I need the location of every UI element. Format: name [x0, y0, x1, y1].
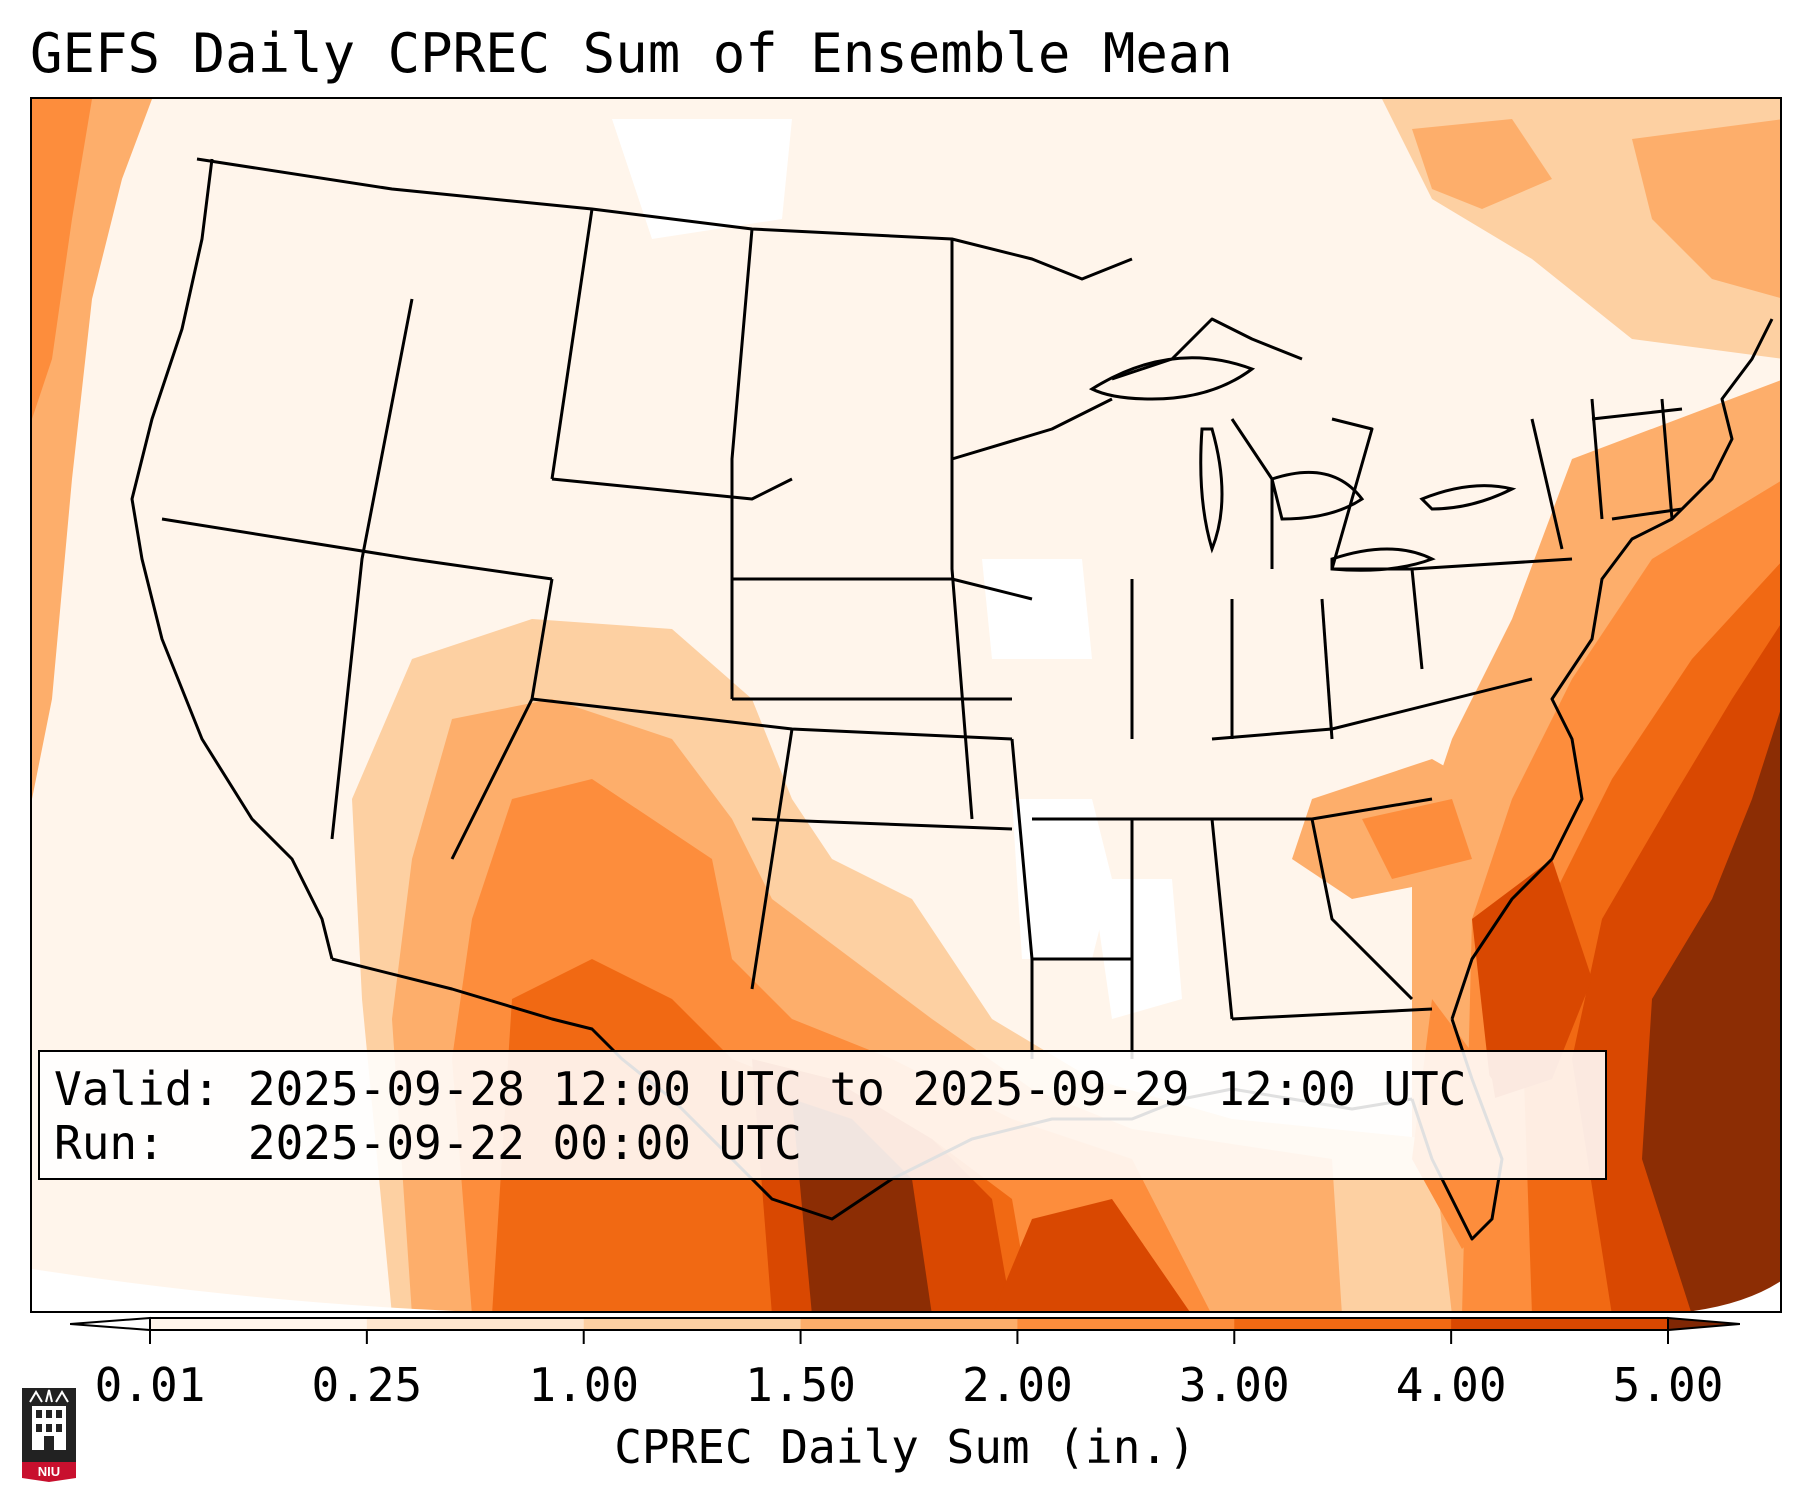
colorbar-tick-label: 2.00 [962, 1358, 1073, 1412]
colorbar-tick-label: 4.00 [1395, 1358, 1507, 1412]
colorbar-segment [583, 1318, 802, 1330]
colorbar-segment [800, 1318, 1018, 1330]
valid-value: 2025-09-28 12:00 UTC to 2025-09-29 12:00… [247, 1062, 1467, 1116]
colorbar-outline [149, 1317, 1669, 1331]
great-lakes [1088, 356, 1517, 572]
valid-label: Valid: [54, 1062, 221, 1116]
colorbar [70, 1316, 1740, 1344]
university-tower-icon: NIU [22, 1388, 76, 1482]
logo-text: NIU [38, 1464, 60, 1479]
colorbar-segment [366, 1318, 585, 1330]
colorbar-tick-label: 3.00 [1178, 1358, 1290, 1412]
colorbar-under-arrow [70, 1316, 151, 1332]
colorbar-tick-label: 1.00 [528, 1358, 640, 1412]
map-title: GEFS Daily CPREC Sum of Ensemble Mean [30, 22, 1233, 85]
colorbar-tick-label: 0.25 [311, 1358, 423, 1412]
valid-run-info-box: Valid: 2025-09-28 12:00 UTC to 2025-09-2… [38, 1050, 1607, 1180]
colorbar-tick-label: 0.01 [94, 1358, 206, 1412]
colorbar-label: CPREC Daily Sum (in.) [614, 1420, 1196, 1474]
colorbar-segment [1451, 1318, 1669, 1330]
colorbar-segment [1234, 1318, 1452, 1330]
colorbar-tick-label: 5.00 [1612, 1358, 1724, 1412]
colorbar-tick-label: 1.50 [745, 1358, 856, 1412]
colorbar-over-arrow [1667, 1316, 1740, 1332]
colorbar-segment [150, 1318, 368, 1330]
colorbar-segment [1017, 1318, 1235, 1330]
run-label: Run: [54, 1116, 165, 1170]
run-value: 2025-09-22 00:00 UTC [247, 1116, 802, 1170]
